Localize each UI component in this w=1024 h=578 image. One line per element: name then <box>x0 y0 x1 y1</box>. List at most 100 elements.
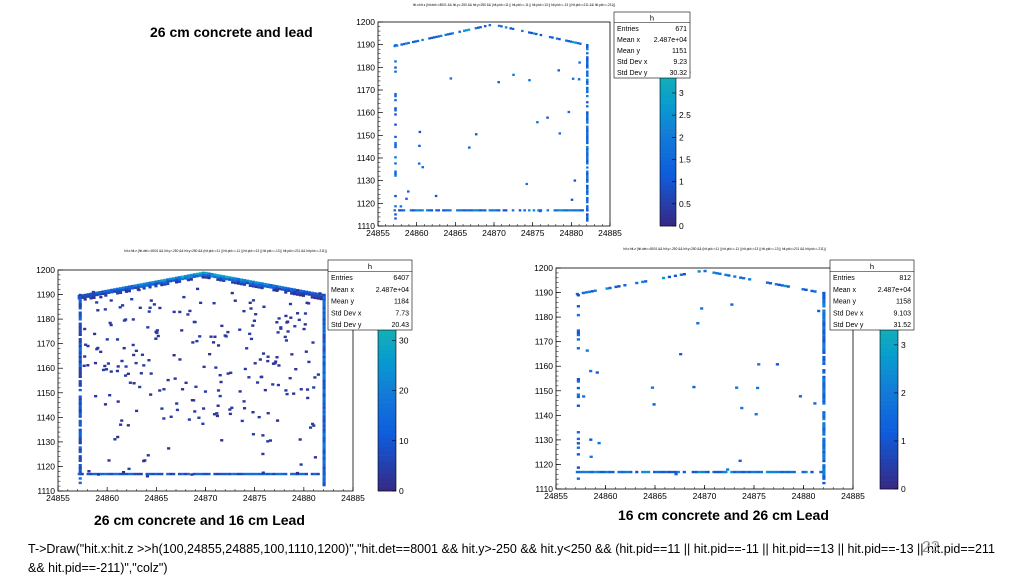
heatmap-cell <box>430 36 434 40</box>
heatmap-cell <box>193 320 197 324</box>
heatmap-cell <box>565 39 568 42</box>
heatmap-cell <box>586 46 589 49</box>
heatmap-cell <box>147 310 151 313</box>
heatmap-cell <box>295 293 300 296</box>
heatmap-cell <box>768 470 773 474</box>
heatmap-cell <box>284 472 288 476</box>
y-tick-label: 1140 <box>357 153 376 163</box>
heatmap-cell <box>399 205 403 208</box>
y-tick-label: 1190 <box>357 40 376 50</box>
heatmap-cell <box>322 375 326 378</box>
heatmap-cell <box>78 355 82 359</box>
heatmap-cell <box>418 209 422 212</box>
heatmap-cell <box>322 355 326 359</box>
colorbar-segment <box>880 405 898 410</box>
heatmap-cell <box>104 472 108 476</box>
heatmap-cell <box>322 452 326 456</box>
heatmap-cell <box>257 472 261 476</box>
heatmap-cell <box>257 286 261 289</box>
heatmap-cell <box>155 329 159 332</box>
heatmap-cell <box>231 279 235 282</box>
colorbar-segment <box>880 378 898 384</box>
heatmap-cell <box>322 344 326 348</box>
heatmap-cell <box>201 422 205 426</box>
heatmap-cell <box>822 389 826 392</box>
heatmap-cell <box>428 37 431 40</box>
heatmap-cell <box>593 470 597 474</box>
heatmap-cell <box>706 470 710 474</box>
heatmap-cell <box>322 470 326 474</box>
heatmap-cell <box>120 304 125 307</box>
y-tick-label: 1120 <box>357 198 376 208</box>
heatmap-cell <box>204 271 208 275</box>
colorbar-segment <box>378 371 396 377</box>
heatmap-cell <box>78 404 82 407</box>
heatmap-cell <box>242 281 247 284</box>
heatmap-cell <box>586 82 589 85</box>
heatmap-cell <box>576 294 580 297</box>
heatmap-cell <box>394 60 397 63</box>
heatmap-cell <box>586 60 589 63</box>
heatmap-cell <box>104 294 108 297</box>
heatmap-cell <box>822 382 826 385</box>
heatmap-cell <box>238 328 242 331</box>
heatmap-cell <box>254 472 258 476</box>
heatmap-cell <box>236 472 241 476</box>
heatmap-cell <box>194 385 198 388</box>
colorbar-segment <box>880 453 898 459</box>
heatmap-cell <box>306 396 310 400</box>
heatmap-cell <box>93 332 97 336</box>
heatmap-cell <box>316 295 320 298</box>
heatmap-cell <box>586 52 589 55</box>
heatmap-cell <box>169 472 173 476</box>
heatmap-cell <box>308 426 313 429</box>
colorbar-segment <box>378 455 396 461</box>
heatmap-cell <box>294 367 298 371</box>
heatmap-cell <box>298 291 303 295</box>
colorbar-segment <box>880 334 898 340</box>
heatmap-cell <box>121 472 126 476</box>
heatmap-cell <box>279 326 283 329</box>
colorbar-segment <box>660 189 676 194</box>
heatmap-cell <box>576 347 580 350</box>
heatmap-cell <box>109 299 113 302</box>
colorbar-segment <box>880 471 898 477</box>
heatmap-cell <box>322 466 326 469</box>
heatmap-cell <box>142 459 146 463</box>
heatmap-cell <box>269 286 273 289</box>
heatmap-cell <box>78 437 82 440</box>
heatmap-cell <box>211 341 216 344</box>
heatmap-cell <box>78 457 82 460</box>
heatmap-cell <box>822 426 826 430</box>
colorbar-segment <box>660 140 676 145</box>
stats-name: h <box>870 262 874 271</box>
colorbar-segment <box>880 449 898 454</box>
heatmap-cell <box>228 412 232 416</box>
colorbar-segment <box>378 451 396 456</box>
heatmap-cell <box>479 209 482 212</box>
heatmap-cell <box>581 470 585 474</box>
heatmap-cell <box>186 472 190 476</box>
heatmap-cell <box>822 309 826 312</box>
stats-label: Mean y <box>617 48 640 55</box>
heatmap-cell <box>127 285 131 288</box>
caption-left: 26 cm concrete and 16 cm Lead <box>94 512 305 528</box>
heatmap-cell <box>644 470 648 474</box>
heatmap-cell <box>104 292 108 295</box>
heatmap-cell <box>822 395 826 399</box>
heatmap-cell <box>579 209 582 212</box>
heatmap-cell <box>322 307 326 310</box>
heatmap-cell <box>629 470 633 474</box>
heatmap-cell <box>546 209 550 212</box>
heatmap-cell <box>254 281 258 284</box>
heatmap-cell <box>295 312 300 315</box>
heatmap-cell <box>218 373 222 377</box>
colorbar-segment <box>880 396 898 401</box>
heatmap-cell <box>86 472 90 476</box>
heatmap-cell <box>78 384 82 387</box>
heatmap-cell <box>822 457 826 460</box>
colorbar-segment <box>660 115 676 121</box>
heatmap-cell <box>146 326 150 329</box>
heatmap-cell <box>822 302 826 306</box>
colorbar-segment <box>660 119 676 125</box>
